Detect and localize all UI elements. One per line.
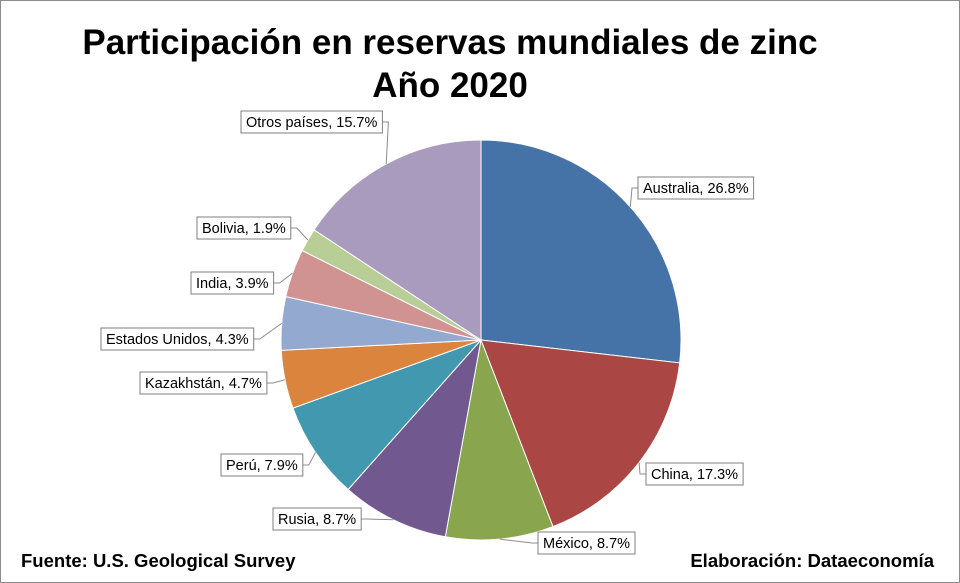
slice-label-estados-unidos: Estados Unidos, 4.3% — [106, 332, 249, 348]
slice-label-box — [100, 327, 255, 351]
pie-slice-otros-pa-ses — [313, 139, 482, 341]
pie-slice-australia — [480, 139, 682, 364]
slice-label-box — [637, 176, 755, 200]
chart-subtitle: Año 2020 — [372, 66, 528, 105]
leader-line — [629, 187, 638, 207]
leader-line — [638, 462, 646, 475]
leader-line — [253, 322, 282, 340]
slice-label-m-xico: México, 8.7% — [543, 536, 630, 552]
leader-line — [302, 452, 316, 466]
slice-label-china: China, 17.3% — [651, 467, 738, 483]
leader-line — [361, 518, 394, 521]
slice-label-box — [537, 531, 636, 555]
slice-label-box — [139, 371, 268, 395]
slice-label-otros-pa-ses: Otros países, 15.7% — [246, 115, 377, 131]
leader-line — [266, 379, 286, 384]
leader-line — [382, 121, 389, 164]
slice-label-bolivia: Bolivia, 1.9% — [202, 221, 286, 237]
leader-line — [273, 272, 293, 284]
credit-note: Elaboración: Dataeconomía — [690, 550, 934, 571]
slice-label-per-: Perú, 7.9% — [226, 458, 298, 474]
source-note: Fuente: U.S. Geological Survey — [21, 550, 296, 571]
slice-label-box — [645, 462, 744, 486]
slice-label-box — [196, 216, 292, 240]
slice-label-box — [272, 507, 362, 531]
chart-title: Participación en reservas mundiales de z… — [82, 23, 818, 62]
slice-label-australia: Australia, 26.8% — [643, 181, 749, 197]
slice-label-india: India, 3.9% — [196, 276, 269, 292]
slice-label-box — [190, 271, 275, 295]
slice-label-box — [220, 453, 304, 477]
slice-label-box — [240, 110, 383, 134]
pie-slice-china — [480, 339, 681, 528]
leader-line — [499, 538, 538, 544]
slice-label-kazakhst-n: Kazakhstán, 4.7% — [145, 376, 262, 392]
slice-label-rusia: Rusia, 8.7% — [278, 512, 356, 528]
pie-slice-per- — [292, 339, 482, 491]
leader-line — [290, 227, 309, 241]
